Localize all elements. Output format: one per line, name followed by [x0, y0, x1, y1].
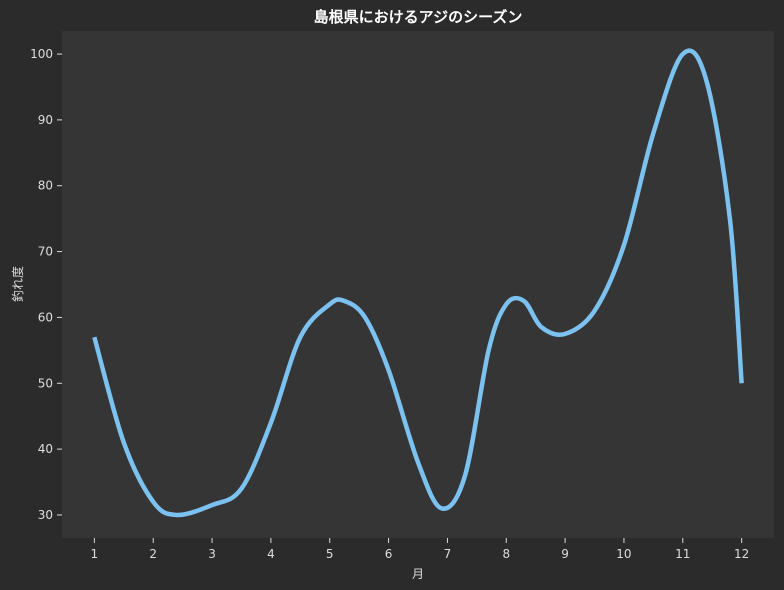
x-tick-label: 7	[444, 547, 452, 561]
y-tick-label: 90	[38, 113, 53, 127]
x-axis-ticks: 1 2 3 4 5 6 7 8 9 10 11 12	[91, 538, 749, 561]
x-tick-label: 8	[502, 547, 510, 561]
y-tick-label: 70	[38, 245, 53, 259]
y-axis-ticks: 30 40 50 60 70 80 90 100	[30, 47, 62, 522]
series-layer	[92, 48, 744, 518]
chart-title: 島根県におけるアジのシーズン	[314, 8, 523, 26]
x-tick-label: 6	[385, 547, 393, 561]
y-tick-label: 30	[38, 508, 53, 522]
x-axis-label: 月	[412, 567, 424, 581]
y-tick-label: 50	[38, 376, 53, 390]
x-tick-label: 10	[616, 547, 631, 561]
x-tick-label: 5	[326, 547, 334, 561]
y-tick-label: 80	[38, 179, 53, 193]
x-tick-label: 4	[267, 547, 275, 561]
x-tick-label: 2	[149, 547, 157, 561]
y-tick-label: 100	[30, 47, 53, 61]
x-tick-label: 3	[208, 547, 216, 561]
x-tick-label: 1	[91, 547, 99, 561]
y-axis-label: 釣れ度	[10, 266, 25, 302]
y-tick-label: 40	[38, 442, 53, 456]
y-tick-label: 60	[38, 310, 53, 324]
x-tick-label: 11	[675, 547, 690, 561]
plot-area	[62, 31, 774, 538]
x-tick-label: 9	[561, 547, 569, 561]
x-tick-label: 12	[734, 547, 749, 561]
series-line	[92, 48, 744, 518]
